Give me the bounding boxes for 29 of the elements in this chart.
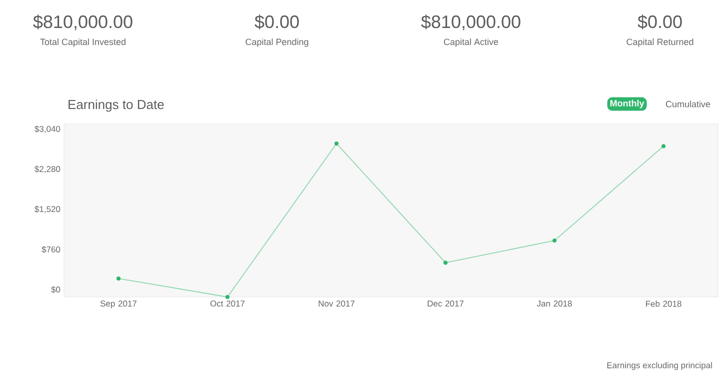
text: $0.00 — [638, 14, 682, 30]
y-tick-label: $3,040 — [34, 126, 60, 133]
text: Earnings excluding principal — [607, 362, 712, 370]
point — [334, 141, 339, 146]
x-tick-label: Feb 2018 — [646, 300, 682, 307]
point — [443, 260, 448, 265]
text: $0.00 — [254, 14, 299, 30]
x-tick-label: Jan 2018 — [536, 300, 572, 307]
x-tick-label: Nov 2017 — [318, 300, 354, 307]
point — [661, 144, 666, 148]
category-label: Capital Active — [444, 38, 498, 47]
y-tick-label: $2,280 — [34, 166, 60, 174]
category-label: Capital Pending — [246, 38, 308, 47]
category-label: Total Capital Invested — [40, 38, 126, 47]
y-tick-label: $760 — [42, 246, 60, 253]
x-tick-label: Oct 2017 — [210, 300, 245, 307]
category-label: Capital Returned — [626, 38, 694, 47]
text: $810,000.00 — [33, 14, 132, 30]
text: Cumulative — [666, 100, 710, 108]
y-tick-label: $1,520 — [34, 206, 60, 214]
x-tick-label: Dec 2017 — [428, 300, 464, 307]
point — [116, 276, 121, 281]
x-tick-label: Sep 2017 — [100, 300, 136, 308]
text: $810,000.00 — [421, 14, 520, 30]
y-tick-label: $0 — [51, 286, 60, 294]
text: Monthly — [610, 100, 644, 108]
point — [225, 294, 230, 300]
chart-title: Earnings to Date — [68, 100, 164, 112]
point — [552, 238, 557, 243]
